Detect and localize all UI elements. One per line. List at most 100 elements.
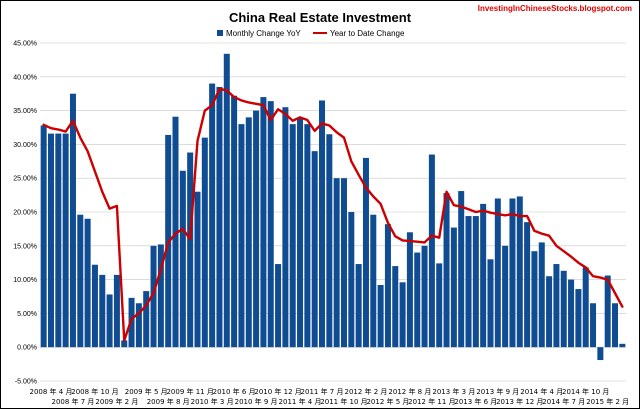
bar	[91, 264, 98, 348]
bar	[560, 270, 567, 348]
bar	[150, 245, 157, 348]
bar	[590, 303, 597, 348]
y-tick-label: 25.00%	[13, 176, 37, 183]
y-tick-label: 20.00%	[13, 210, 37, 217]
bar	[121, 340, 128, 348]
bar	[201, 137, 208, 348]
bar	[362, 157, 369, 348]
bar	[524, 222, 531, 348]
bar	[597, 347, 604, 361]
bar-series-monthly-change	[40, 53, 626, 361]
y-tick-label: 0.00%	[17, 345, 37, 352]
bar	[231, 95, 238, 348]
line-series-ytd-change	[42, 87, 624, 342]
x-tick-label: 2011 年 10 月	[320, 397, 367, 406]
x-tick-label: 2012 年 11 月	[408, 397, 455, 406]
bar	[333, 178, 340, 348]
x-tick-label: 2013 年 6 月	[454, 397, 497, 406]
bar	[253, 110, 260, 348]
bar	[297, 117, 304, 348]
y-tick-label: 30.00%	[13, 142, 37, 149]
bar	[619, 343, 626, 348]
x-tick-label: 2010 年 3 月	[191, 397, 234, 406]
bar	[172, 116, 179, 348]
bar	[238, 124, 245, 348]
bar	[612, 303, 619, 348]
bar	[282, 107, 289, 348]
bar	[275, 264, 282, 348]
y-tick-label: 15.00%	[13, 243, 37, 250]
x-tick-label: 2011 年 7 月	[301, 387, 344, 396]
bar	[62, 133, 69, 348]
bar	[179, 170, 186, 348]
bar	[546, 276, 553, 348]
y-tick-label: 35.00%	[13, 108, 37, 115]
x-tick-label: 2009 年 8 月	[147, 397, 190, 406]
x-tick-label: 2015 年 2 月	[586, 397, 629, 406]
y-tick-label: 45.00%	[13, 41, 37, 48]
bar	[465, 216, 472, 348]
bar	[502, 245, 509, 348]
x-tick-label: 2008 年 7 月	[51, 397, 94, 406]
bar	[113, 274, 120, 348]
bar	[135, 303, 142, 348]
bar	[326, 134, 333, 348]
bar	[245, 117, 252, 348]
bar	[443, 193, 450, 348]
x-tick-label: 2014 年 7 月	[542, 397, 585, 406]
bar	[509, 198, 516, 348]
bar	[428, 154, 435, 348]
bar	[392, 266, 399, 348]
watermark-text: InvestingInChineseStocks.blogspot.com	[478, 4, 632, 13]
x-tick-label: 2011 年 4 月	[279, 397, 322, 406]
bar	[480, 203, 487, 348]
y-tick-label: 40.00%	[13, 74, 37, 81]
bar	[414, 252, 421, 348]
bar	[406, 232, 413, 348]
bar	[531, 251, 538, 348]
bar	[472, 216, 479, 348]
x-tick-label: 2010 年 6 月	[213, 387, 256, 396]
bar	[516, 196, 523, 348]
bar	[77, 214, 84, 348]
bar	[194, 191, 201, 348]
bar	[289, 124, 296, 348]
y-tick-label: 10.00%	[13, 277, 37, 284]
bar	[399, 282, 406, 348]
bar	[319, 100, 326, 348]
bar	[311, 151, 318, 348]
bar	[348, 212, 355, 348]
x-tick-label: 2009 年 2 月	[95, 397, 138, 406]
bar	[487, 259, 494, 348]
x-tick-label: 2012 年 5 月	[366, 397, 409, 406]
bar	[494, 198, 501, 348]
legend-label-ytd: Year to Date Change	[330, 29, 405, 38]
y-tick-label: 5.00%	[17, 311, 37, 318]
bar	[538, 242, 545, 348]
bar	[575, 289, 582, 348]
bar	[84, 218, 91, 348]
bar	[450, 227, 457, 348]
bar	[157, 244, 164, 348]
ytd-line	[42, 87, 624, 342]
bar	[370, 214, 377, 348]
x-tick-label: 2014 年 10 月	[562, 387, 609, 396]
x-tick-label: 2009 年 11 月	[166, 387, 213, 396]
bar	[223, 53, 230, 348]
bar	[304, 124, 311, 348]
x-tick-label: 2013 年 9 月	[476, 387, 519, 396]
chart-title: China Real Estate Investment	[229, 10, 412, 25]
bar	[436, 263, 443, 348]
x-tick-label: 2009 年 5 月	[125, 387, 168, 396]
x-tick-label: 2013 年 12 月	[496, 397, 543, 406]
x-tick-label: 2008 年 10 月	[71, 387, 118, 396]
y-tick-label: -5.00%	[15, 379, 37, 386]
bar	[209, 83, 216, 348]
bar	[377, 285, 384, 348]
x-tick-label: 2012 年 8 月	[388, 387, 431, 396]
bar	[355, 264, 362, 348]
x-tick-label: 2014 年 4 月	[520, 387, 563, 396]
chart-legend: Monthly Change YoY Year to Date Change	[217, 29, 405, 38]
